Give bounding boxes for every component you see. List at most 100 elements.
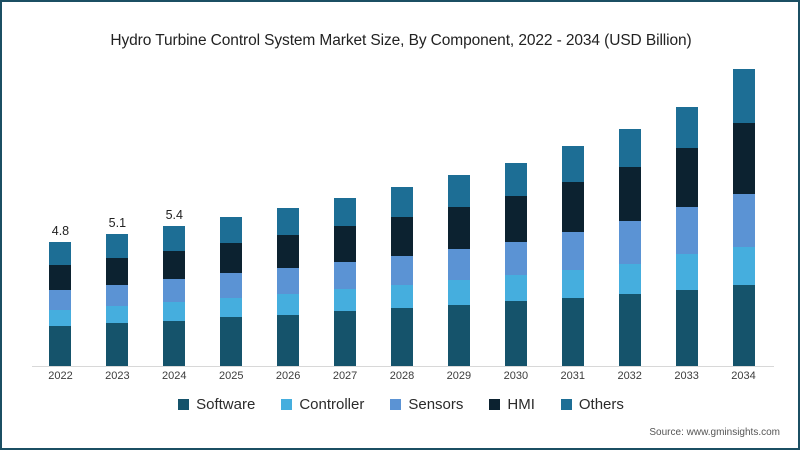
bar-column-2029[interactable] <box>447 175 470 366</box>
bar-segment-sensors[interactable] <box>618 221 641 264</box>
bar-segment-others[interactable] <box>504 162 527 197</box>
bar-segment-others[interactable] <box>732 69 755 124</box>
legend-item-hmi[interactable]: HMI <box>489 396 535 413</box>
chart-title: Hydro Turbine Control System Market Size… <box>110 32 692 49</box>
bar-segment-hmi[interactable] <box>391 217 413 256</box>
bar-segment-controller[interactable] <box>106 306 129 324</box>
bar-segment-controller[interactable] <box>220 298 243 318</box>
bar-segment-others[interactable] <box>334 197 357 227</box>
legend-label: Others <box>578 396 624 413</box>
bar-segment-others[interactable] <box>447 175 470 208</box>
bar-segment-software[interactable] <box>49 325 72 366</box>
bar-segment-software[interactable] <box>391 308 413 366</box>
legend-label: HMI <box>507 396 535 413</box>
legend-item-others[interactable]: Others <box>560 396 624 413</box>
bar-segment-software[interactable] <box>106 323 129 366</box>
bar-segment-sensors[interactable] <box>220 273 243 298</box>
bar-column-2032[interactable] <box>618 128 641 366</box>
bar-segment-hmi[interactable] <box>504 196 527 242</box>
legend-swatch-icon-sensors <box>390 399 402 410</box>
bar-column-2031[interactable] <box>561 145 584 366</box>
bar-segment-hmi[interactable] <box>334 226 357 262</box>
x-tick-2033: 2033 <box>674 370 699 382</box>
bar-segment-controller[interactable] <box>277 293 300 315</box>
bar-segment-controller[interactable] <box>391 285 413 309</box>
bar-column-2028[interactable] <box>391 187 413 366</box>
bar-segment-software[interactable] <box>618 293 641 366</box>
bar-segment-sensors[interactable] <box>49 289 72 310</box>
bar-segment-others[interactable] <box>277 207 300 235</box>
bar-segment-controller[interactable] <box>447 280 470 305</box>
bar-segment-controller[interactable] <box>163 302 186 321</box>
x-tick-2022: 2022 <box>48 370 73 382</box>
bar-segment-sensors[interactable] <box>732 193 755 247</box>
bar-segment-others[interactable] <box>163 226 186 251</box>
bar-segment-software[interactable] <box>334 311 357 366</box>
bar-segment-controller[interactable] <box>504 274 527 302</box>
bar-segment-software[interactable] <box>163 320 186 366</box>
bar-segment-sensors[interactable] <box>675 206 698 254</box>
legend-swatch-icon-software <box>178 399 190 410</box>
bar-segment-hmi[interactable] <box>220 242 243 274</box>
bar-segment-controller[interactable] <box>561 269 584 298</box>
bar-segment-controller[interactable] <box>732 246 755 286</box>
bar-segment-hmi[interactable] <box>447 207 470 249</box>
bar-segment-others[interactable] <box>675 106 698 148</box>
bar-segment-sensors[interactable] <box>447 248 470 281</box>
bar-segment-sensors[interactable] <box>334 261 357 290</box>
bar-segment-hmi[interactable] <box>49 265 72 290</box>
bar-column-2023[interactable]: 5.1 <box>106 216 129 366</box>
legend-label: Sensors <box>408 396 464 413</box>
bar-segment-software[interactable] <box>220 317 243 366</box>
bar-segment-software[interactable] <box>447 304 470 366</box>
bar-segment-sensors[interactable] <box>277 267 300 294</box>
x-axis-tick-labels: 2022 2023 2024 2025 2026 2027 2028 2029 2030 2031… <box>32 370 772 390</box>
legend-item-software[interactable]: Software <box>178 396 255 413</box>
legend-label: Controller <box>299 396 365 413</box>
bar-segment-others[interactable] <box>618 128 641 167</box>
bar-column-2027[interactable] <box>334 197 357 366</box>
bar-segment-others[interactable] <box>49 241 72 266</box>
bar-segment-hmi[interactable] <box>675 147 698 207</box>
bar-segment-hmi[interactable] <box>277 234 300 268</box>
bar-segment-sensors[interactable] <box>504 241 527 275</box>
bar-column-2025[interactable] <box>220 217 243 366</box>
bar-segment-hmi[interactable] <box>618 166 641 222</box>
bar-segment-software[interactable] <box>732 285 755 366</box>
legend-swatch-icon-others <box>560 399 572 410</box>
bar-segment-hmi[interactable] <box>106 258 129 285</box>
legend-item-sensors[interactable]: Sensors <box>390 396 463 413</box>
bar-segment-software[interactable] <box>675 289 698 366</box>
bar-segment-software[interactable] <box>561 297 584 366</box>
bar-segment-sensors[interactable] <box>106 284 129 307</box>
bar-segment-sensors[interactable] <box>561 231 584 270</box>
bar-segment-controller[interactable] <box>334 289 357 312</box>
bar-segment-controller[interactable] <box>49 309 72 326</box>
bar-segment-others[interactable] <box>391 187 413 218</box>
chart-canvas: Hydro Turbine Control System Market Size… <box>4 4 798 448</box>
legend-swatch-icon-controller <box>281 399 293 410</box>
legend-label: Software <box>196 396 256 413</box>
bar-column-2022[interactable]: 4.8 <box>49 224 72 366</box>
bar-segment-others[interactable] <box>220 217 243 243</box>
bar-segment-controller[interactable] <box>675 253 698 290</box>
bar-column-2030[interactable] <box>504 162 527 366</box>
bar-segment-sensors[interactable] <box>391 255 413 286</box>
bar-column-2026[interactable] <box>277 207 300 366</box>
bar-segment-hmi[interactable] <box>561 181 584 232</box>
bar-segment-hmi[interactable] <box>732 123 755 194</box>
bar-segment-others[interactable] <box>106 234 129 259</box>
bar-segment-sensors[interactable] <box>163 279 186 303</box>
x-tick-2026: 2026 <box>275 370 301 382</box>
bar-segment-software[interactable] <box>277 314 300 366</box>
bar-segment-software[interactable] <box>504 301 527 366</box>
bar-value-label-2022: 4.8 <box>51 223 70 238</box>
bar-segment-hmi[interactable] <box>163 250 186 280</box>
bar-column-2033[interactable] <box>675 106 698 366</box>
bar-column-2034[interactable] <box>732 69 755 366</box>
bar-segment-controller[interactable] <box>618 263 641 294</box>
legend-item-controller[interactable]: Controller <box>281 396 364 413</box>
bar-segment-others[interactable] <box>561 145 584 182</box>
bar-column-2024[interactable]: 5.4 <box>163 208 186 366</box>
